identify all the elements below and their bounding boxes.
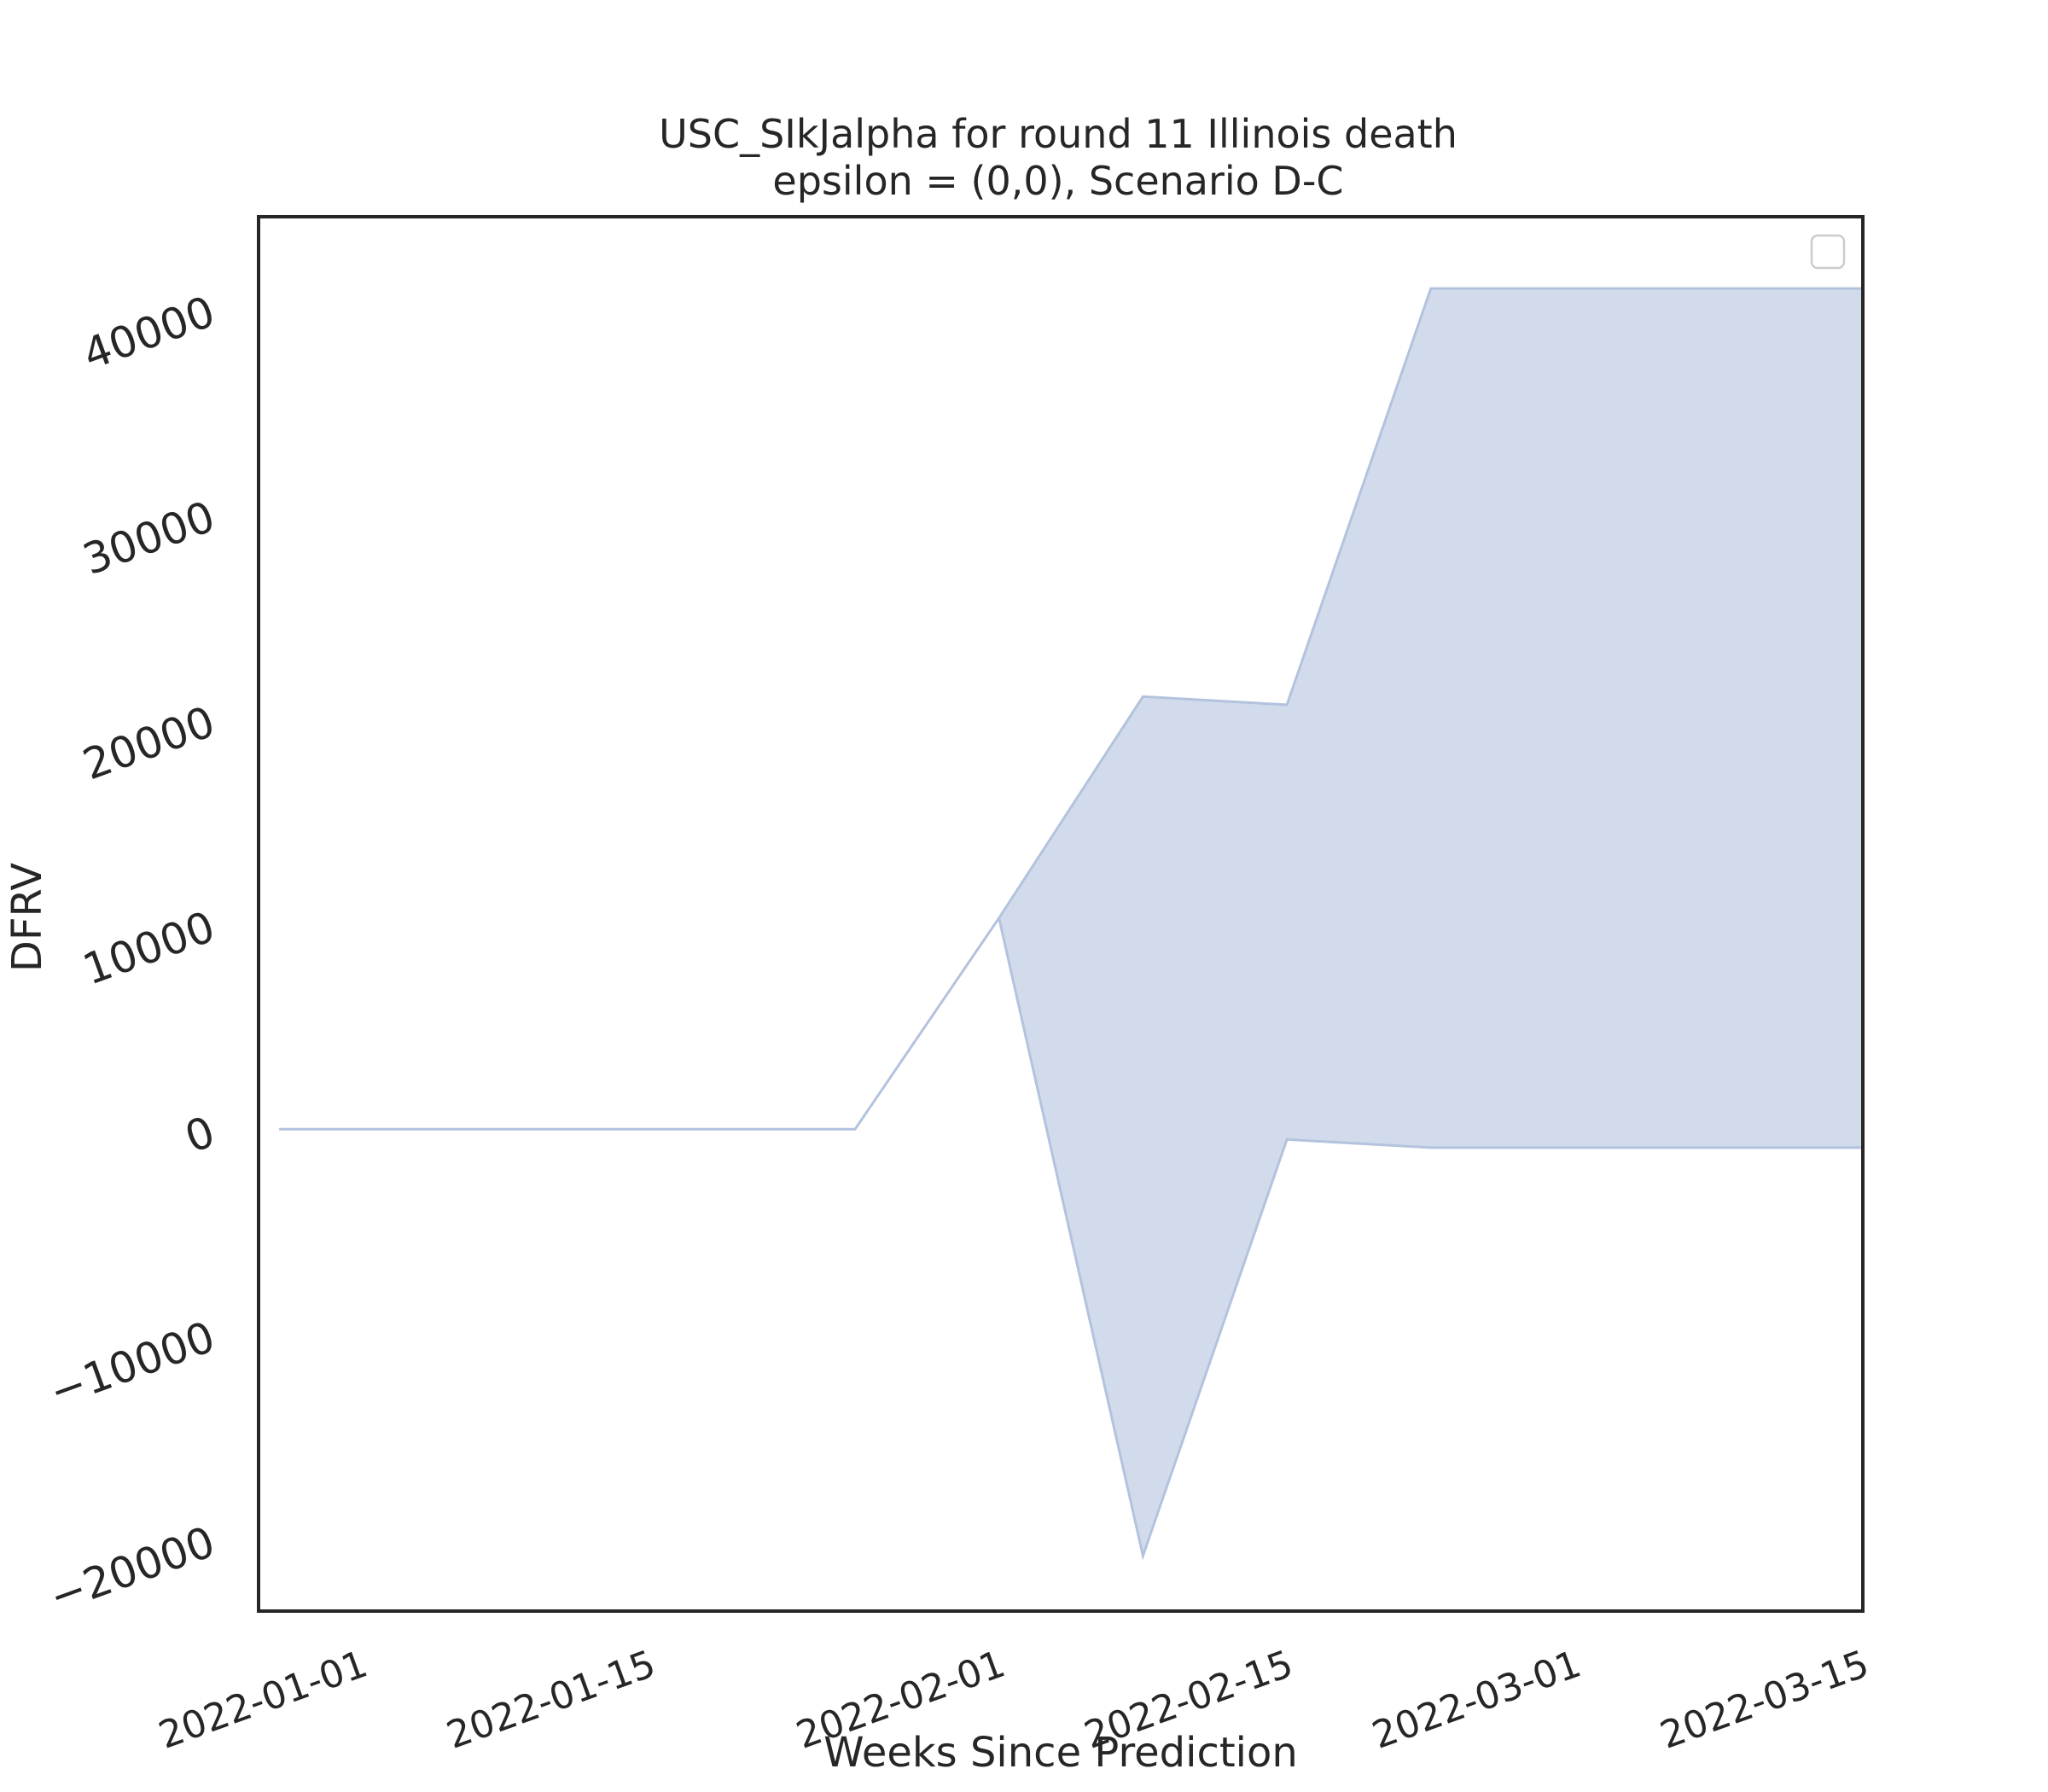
legend (1810, 234, 1846, 270)
y-tick-label: −20000 (43, 1517, 221, 1622)
legend-box (1810, 234, 1846, 270)
chart-title-line2: epsilon = (0,0), Scenario D-C (772, 158, 1343, 204)
y-ticks: −20000 −10000 0 10000 20000 30000 40000 (43, 287, 221, 1622)
y-tick-label: −10000 (43, 1312, 221, 1417)
y-tick-label: 10000 (77, 902, 221, 995)
y-tick-label: 20000 (77, 696, 221, 789)
plot-frame (257, 215, 1865, 1613)
x-tick-label: 2022-03-15 (1655, 1642, 1875, 1757)
x-tick-label: 2022-03-01 (1367, 1642, 1587, 1757)
y-tick-label: 30000 (77, 492, 221, 585)
x-tick-label: 2022-01-15 (441, 1642, 661, 1757)
band-layer (279, 287, 1865, 1561)
x-tick-label: 2022-01-01 (154, 1642, 374, 1757)
y-tick-label: 0 (178, 1107, 221, 1162)
y-axis-label: DFRV (3, 863, 51, 972)
uncertainty-band (279, 287, 1865, 1561)
y-tick-label: 40000 (77, 287, 221, 380)
chart-title-line1: USC_SIkJalpha for round 11 Illinois deat… (659, 111, 1457, 157)
x-axis-label: Weeks Since Prediction (823, 1729, 1298, 1777)
